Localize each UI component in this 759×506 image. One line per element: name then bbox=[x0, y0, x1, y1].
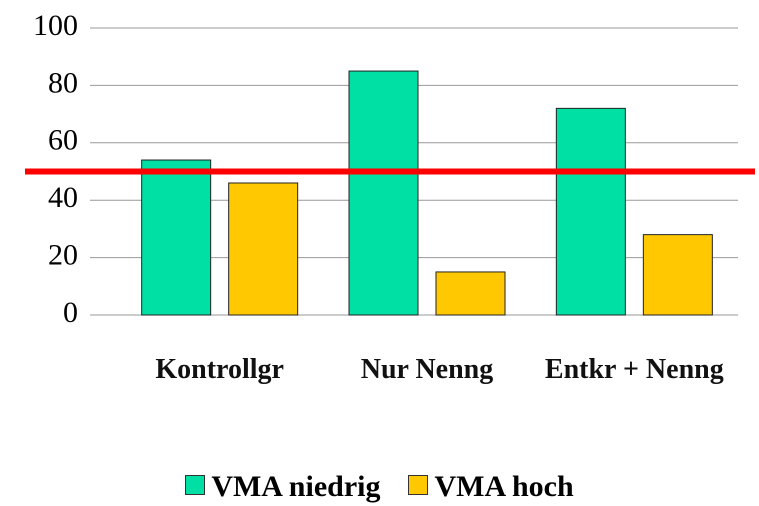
x-tick-label: Kontrollgr bbox=[155, 354, 284, 385]
legend: VMA niedrig VMA hoch bbox=[0, 470, 759, 504]
legend-item: VMA hoch bbox=[408, 470, 574, 504]
x-tick-label: Nur Nenng bbox=[360, 354, 494, 385]
legend-label: VMA niedrig bbox=[211, 470, 381, 503]
y-tick-label: 20 bbox=[48, 238, 78, 271]
legend-swatch bbox=[185, 475, 206, 495]
y-tick-label: 40 bbox=[48, 181, 78, 214]
bar bbox=[228, 182, 299, 316]
legend-label: VMA hoch bbox=[434, 470, 574, 503]
bar bbox=[141, 159, 212, 316]
legend-item: VMA niedrig bbox=[185, 470, 380, 504]
y-tick-label: 100 bbox=[33, 9, 78, 42]
y-tick-label: 60 bbox=[48, 124, 78, 157]
y-tick-label: 80 bbox=[48, 66, 78, 99]
bar bbox=[435, 271, 506, 316]
legend-swatch bbox=[408, 475, 429, 495]
x-tick-label: Entkr + Nenng bbox=[544, 354, 724, 385]
y-tick-label: 0 bbox=[63, 296, 78, 329]
bar bbox=[555, 107, 626, 316]
bar bbox=[642, 234, 713, 316]
bar bbox=[348, 70, 419, 316]
